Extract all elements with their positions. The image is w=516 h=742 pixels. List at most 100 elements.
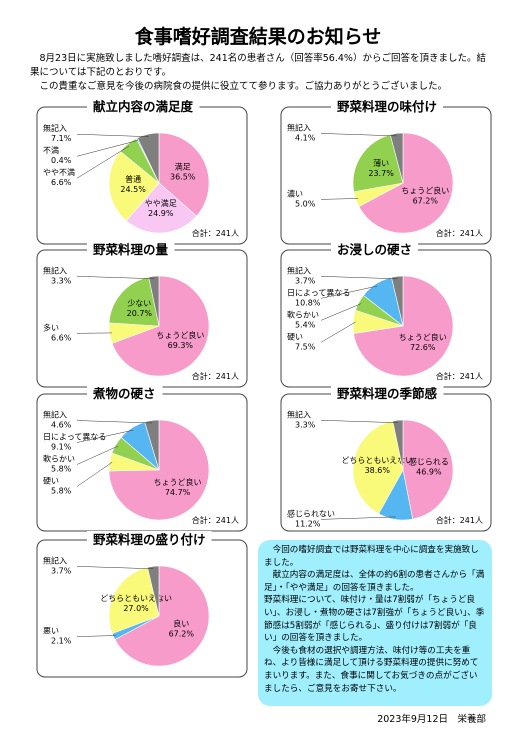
slice-label: 無記入 — [43, 123, 67, 133]
slice-label: 不満 — [43, 146, 59, 155]
slice-value-label: 20.7% — [127, 309, 153, 318]
leader-line — [76, 145, 130, 179]
slice-value-label: 67.2% — [169, 629, 195, 638]
slice-label: 硬い — [287, 332, 303, 341]
intro: 8月23日に実施致しました嗜好調査は、241名の患者さん（回答率56.4%）から… — [30, 52, 492, 94]
slice-label: どちらともいえない — [341, 456, 413, 465]
chart-title: お浸しの硬さ — [337, 242, 412, 257]
slice-label: 軟らかい — [43, 454, 75, 464]
title-background — [87, 385, 163, 403]
slice-value-label: 24.5% — [120, 185, 146, 194]
slice-label: 感じられる — [409, 456, 449, 466]
slice-value-label: 0.4% — [51, 156, 72, 165]
slice-value-label: 7.5% — [295, 342, 316, 351]
slice-value-label: 27.0% — [123, 604, 149, 613]
slice-value-label: 9.1% — [51, 443, 72, 452]
slice-label: 無記入 — [287, 122, 311, 132]
total-note: 合計：241人 — [436, 515, 483, 525]
pie-slice — [108, 419, 210, 521]
slice-value-label: 10.8% — [295, 298, 321, 307]
slice-label: ちょうど良い — [401, 185, 449, 195]
pie-slice — [352, 420, 404, 515]
slice-label: 多い — [43, 322, 59, 332]
paragraph: 献立内容の満足度は、全体の約6割の患者さんから「満足」・「やや満足」の回答を頂き… — [264, 570, 485, 593]
pie-slice — [158, 132, 210, 217]
slice-label: ちょうど良い — [156, 330, 204, 340]
chart-title: 献立内容の満足度 — [93, 99, 194, 114]
pie-slice — [144, 419, 160, 471]
slice-value-label: 3.3% — [295, 420, 316, 429]
pie-slice — [111, 275, 210, 377]
slice-label: 感じられない — [287, 508, 335, 518]
slice-value-label: 38.6% — [365, 466, 391, 475]
slice-value-label: 69.3% — [168, 341, 194, 350]
slice-value-label: 2.1% — [51, 637, 72, 646]
chart-title: 野菜料理の盛り付け — [93, 532, 206, 547]
leader-line — [320, 420, 399, 424]
slice-value-label: 74.7% — [165, 488, 191, 497]
leader-line — [76, 566, 154, 570]
pie-slice — [114, 565, 210, 667]
paragraph: 8月23日に実施致しました嗜好調査は、241名の患者さん（回答率56.4%）から… — [30, 53, 486, 78]
paragraph: この貴重なご意見を今後の病院食の提供に役立てて参ります。ご協力ありがとうございま… — [39, 81, 448, 92]
total-note: 合計：241人 — [192, 228, 239, 238]
summary: 今回の嗜好調査では野菜料理を中心に調査を実施致しました。 献立内容の満足度は、全… — [258, 540, 492, 706]
slice-value-label: 24.9% — [148, 209, 174, 218]
title-background — [87, 531, 212, 549]
slice-label: 無記入 — [43, 410, 67, 420]
leader-line — [320, 285, 378, 299]
slice-label: 日によって異なる — [43, 433, 106, 442]
slice-label: 薄い — [373, 158, 389, 168]
total-note: 合計：241人 — [192, 371, 239, 381]
slice-value-label: 4.6% — [51, 421, 72, 430]
pie-slice — [392, 419, 404, 471]
pie-slice — [137, 132, 160, 184]
pie-slice — [358, 132, 454, 234]
chart-title: 野菜料理の季節感 — [337, 386, 438, 401]
slice-label: 日によって異なる — [287, 288, 350, 297]
slice-value-label: 67.2% — [413, 196, 439, 205]
pie-slice — [108, 566, 160, 634]
slice-value-label: 3.7% — [51, 566, 72, 575]
slice-label: 普通 — [125, 174, 141, 184]
slice-label: 濃い — [287, 188, 303, 198]
title-background — [331, 98, 444, 116]
pie-slice — [402, 419, 454, 520]
leader-line — [76, 462, 113, 487]
slice-label: どちらともいえない — [100, 594, 172, 603]
leader-line — [76, 140, 139, 157]
pie-slice — [148, 275, 160, 327]
slice-label: 満足 — [175, 162, 191, 171]
total-note: 合計：241人 — [436, 371, 483, 381]
title-background — [331, 385, 444, 403]
chart-title: 野菜料理の味付け — [337, 99, 437, 114]
pie-slice — [391, 275, 404, 327]
slice-label: 軟らかい — [287, 309, 319, 319]
footer: 2023年9月12日 栄養部 — [377, 714, 486, 725]
leader-line — [320, 198, 359, 200]
leader-line — [76, 276, 155, 280]
leader-line — [76, 635, 116, 637]
leader-line — [76, 133, 149, 137]
slice-label: 悪い — [43, 627, 59, 636]
slice-value-label: 5.8% — [51, 465, 72, 474]
slice-value-label: 6.6% — [51, 333, 72, 342]
page-title: 食事嗜好調査結果のお知らせ — [134, 26, 382, 48]
leader-line — [320, 276, 398, 280]
slice-value-label: 5.8% — [51, 487, 72, 496]
chart-title: 野菜料理の量 — [93, 242, 169, 257]
leader-line — [320, 516, 396, 520]
slice-value-label: 46.9% — [416, 467, 442, 476]
paragraph: 野菜料理について、味付け・量は7割弱が「ちょうど良い」、お浸し・煮物の硬さは7割… — [264, 595, 485, 644]
total-note: 合計：241人 — [192, 515, 239, 525]
pie-slice — [389, 132, 404, 184]
pie-slice — [108, 276, 160, 327]
slice-value-label: 5.0% — [295, 199, 316, 208]
leader-line — [320, 321, 356, 343]
pie-slice — [125, 182, 197, 234]
slice-label: 良い — [173, 618, 189, 628]
paragraph: 今後も食材の選択や調理方法、味付け等の工夫を重ね、より皆様に満足して頂ける野菜料… — [264, 645, 479, 694]
slice-value-label: 23.7% — [368, 169, 394, 178]
